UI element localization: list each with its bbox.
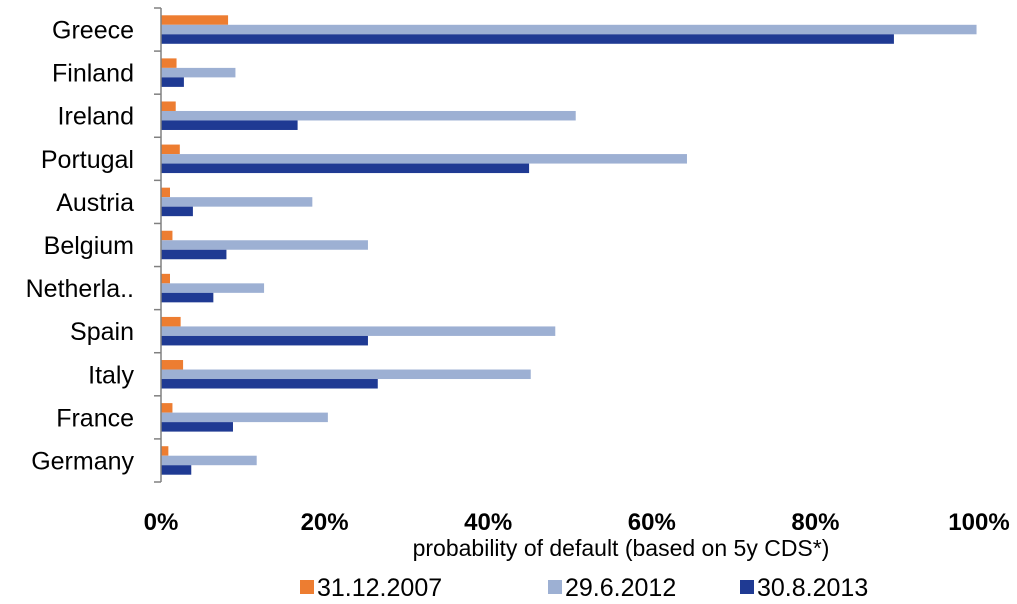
category-label: Belgium — [44, 232, 134, 260]
legend-swatch — [300, 580, 314, 594]
x-axis-title: probability of default (based on 5y CDS*… — [413, 535, 830, 561]
bar-france-3 — [161, 422, 233, 432]
bar-france-1 — [161, 403, 173, 413]
bar-spain-2 — [161, 326, 556, 336]
bar-portugal-3 — [161, 163, 530, 174]
bar-netherla-1 — [161, 273, 170, 284]
x-tick-label: 20% — [301, 509, 349, 536]
x-tick-labels: 0% 20% 40% 60% 80% 100% — [144, 509, 1010, 536]
bar-ireland-1 — [161, 101, 176, 111]
bar-finland-3 — [161, 77, 184, 87]
bar-greece-2 — [161, 24, 977, 35]
legend-label: 30.8.2013 — [757, 574, 868, 602]
bar-austria-1 — [161, 187, 170, 198]
category-label: Greece — [52, 17, 134, 45]
category-label: Austria — [56, 189, 134, 217]
y-axis — [154, 7, 162, 483]
category-label: Portugal — [41, 146, 134, 174]
x-tick-label: 80% — [791, 509, 839, 536]
bar-spain-3 — [161, 335, 368, 346]
legend-label: 29.6.2012 — [565, 574, 676, 602]
bar-italy-1 — [161, 360, 184, 370]
bar-ireland-3 — [161, 120, 298, 130]
bar-italy-3 — [161, 379, 378, 389]
legend-swatch — [740, 580, 754, 594]
bar-austria-2 — [161, 197, 313, 207]
bar-finland-1 — [161, 58, 177, 68]
category-label: Netherla.. — [26, 275, 134, 303]
x-tick-label: 40% — [464, 509, 512, 536]
bar-belgium-1 — [161, 230, 173, 241]
bar-netherla-2 — [161, 283, 265, 293]
bar-france-2 — [161, 412, 328, 423]
bar-finland-2 — [161, 67, 236, 78]
bar-austria-3 — [161, 206, 193, 217]
category-label: Ireland — [58, 103, 134, 131]
bar-ireland-2 — [161, 110, 576, 121]
category-label: Italy — [88, 361, 134, 389]
category-label: Finland — [52, 60, 134, 88]
category-label: France — [56, 404, 134, 432]
x-tick-label: 60% — [628, 509, 676, 536]
bar-belgium-3 — [161, 249, 227, 260]
bar-portugal-1 — [161, 144, 180, 155]
bar-spain-1 — [161, 316, 181, 327]
bar-belgium-2 — [161, 240, 368, 250]
bar-portugal-2 — [161, 154, 687, 164]
bar-netherla-3 — [161, 292, 214, 303]
bars — [161, 15, 977, 475]
bar-germany-1 — [161, 446, 169, 456]
category-label: Spain — [70, 318, 134, 346]
x-tick-label: 100% — [948, 509, 1009, 536]
bar-italy-2 — [161, 369, 531, 380]
legend-swatch — [548, 580, 562, 594]
legend: 31.12.2007 29.6.2012 30.8.2013 — [300, 574, 868, 602]
bar-greece-3 — [161, 34, 894, 44]
bar-germany-2 — [161, 455, 257, 466]
legend-label: 31.12.2007 — [317, 574, 442, 602]
x-tick-label: 0% — [144, 509, 179, 536]
bar-germany-3 — [161, 465, 192, 475]
bar-greece-1 — [161, 15, 229, 25]
category-label: Germany — [31, 447, 134, 475]
category-labels: Greece Finland Ireland Portugal Austria Belgi… — [26, 17, 135, 476]
